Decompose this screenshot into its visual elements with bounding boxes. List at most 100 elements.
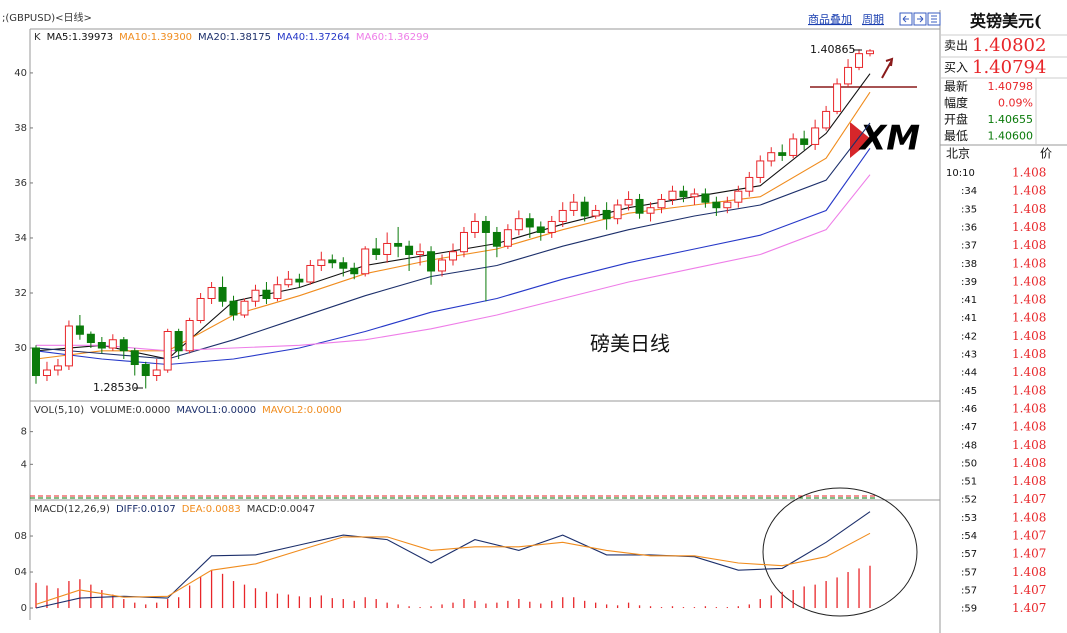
- y-tick-label: 08: [14, 531, 27, 542]
- toolbar-icons[interactable]: [899, 12, 941, 26]
- tick-price: 1.408: [1012, 256, 1046, 270]
- candle-body: [558, 209, 567, 222]
- tick-time: :44: [961, 368, 977, 379]
- candle-body: [163, 331, 172, 371]
- legend-entry: MA40:1.37264: [277, 32, 350, 43]
- price-annotation: 1.28530: [93, 381, 139, 394]
- candle-body: [53, 365, 62, 371]
- candle-body: [459, 231, 468, 253]
- legend-entry: MA60:1.36299: [356, 32, 429, 43]
- tick-price: 1.408: [1012, 311, 1046, 325]
- candle-body: [372, 248, 381, 255]
- candle-body: [251, 289, 260, 302]
- tick-time: 10:10: [946, 168, 975, 179]
- legend-entry: MA5:1.39973: [47, 32, 114, 43]
- candle-body: [42, 369, 51, 377]
- y-tick-label: 34: [14, 233, 27, 244]
- tick-price: 1.408: [1012, 202, 1046, 216]
- tick-time: :51: [961, 477, 977, 488]
- legend-entry: MACD(12,26,9): [34, 504, 110, 515]
- legend-entry: MAVOL2:0.0000: [262, 405, 342, 416]
- stat-value: 1.40655: [988, 113, 1034, 126]
- candle-body: [492, 231, 501, 247]
- tick-time: :54: [961, 531, 977, 542]
- candle-body: [32, 347, 40, 377]
- tick-time: :59: [961, 604, 977, 615]
- legend-entry: MA20:1.38175: [198, 32, 271, 43]
- y-tick-label: 32: [14, 288, 27, 299]
- tick-time: :48: [961, 440, 977, 451]
- tick-price: 1.407: [1012, 601, 1046, 615]
- legend-entry: VOLUME:0.0000: [90, 405, 170, 416]
- y-tick-label: 36: [14, 178, 27, 189]
- y-tick-label: 04: [14, 567, 27, 578]
- candle-body: [383, 242, 392, 255]
- candle-body: [416, 251, 425, 255]
- candle-body: [602, 209, 611, 220]
- ticks-header: 价: [1040, 147, 1052, 161]
- candle-body: [503, 229, 512, 247]
- tick-price: 1.407: [1012, 583, 1046, 597]
- candle-body: [470, 220, 479, 233]
- candle-body: [141, 364, 150, 377]
- tick-price: 1.408: [1012, 474, 1046, 488]
- tick-time: :35: [961, 204, 977, 215]
- candle-body: [514, 218, 523, 231]
- panel-title: 英镑美元(: [969, 12, 1042, 31]
- candle-body: [481, 220, 490, 233]
- y-tick-label: 40: [14, 68, 27, 79]
- candle-body: [75, 325, 84, 335]
- y-tick-label: 38: [14, 123, 27, 134]
- candle-body: [745, 176, 754, 192]
- quote-value: 1.40794: [972, 57, 1046, 78]
- legend-entry: MAVOL1:0.0000: [176, 405, 256, 416]
- toolbar-link[interactable]: 周期: [862, 13, 884, 26]
- tick-price: 1.408: [1012, 184, 1046, 198]
- tick-price: 1.408: [1012, 510, 1046, 524]
- tick-time: :39: [961, 277, 977, 288]
- legend-entry: VOL(5,10): [34, 405, 84, 416]
- candle-body: [339, 262, 348, 269]
- tick-time: :41: [961, 313, 977, 324]
- tick-price: 1.408: [1012, 565, 1046, 579]
- candle-body: [350, 267, 359, 275]
- candle-body: [64, 325, 73, 367]
- candle-body: [712, 201, 721, 209]
- candle-body: [679, 190, 688, 198]
- candle-body: [591, 209, 600, 217]
- candle-body: [306, 264, 315, 283]
- candle-body: [778, 152, 787, 156]
- candle-body: [723, 201, 732, 209]
- symbol-title: ;(GBPUSD)<日线>: [2, 11, 92, 24]
- candle-body: [97, 342, 106, 349]
- tick-price: 1.408: [1012, 420, 1046, 434]
- candle-body: [811, 127, 820, 145]
- candle-body: [833, 83, 842, 112]
- candle-body: [635, 198, 644, 214]
- candle-body: [646, 207, 655, 214]
- y-tick-label: 0: [21, 603, 27, 614]
- candle-body: [569, 201, 578, 211]
- tick-time: :36: [961, 222, 977, 233]
- tick-time: :43: [961, 350, 977, 361]
- tick-time: :42: [961, 331, 977, 342]
- candle-body: [218, 286, 227, 302]
- candle-body: [767, 152, 776, 162]
- legend-entry: DIFF:0.0107: [116, 504, 176, 515]
- candle-body: [130, 350, 139, 366]
- tick-price: 1.408: [1012, 383, 1046, 397]
- indicator-line: [35, 511, 871, 609]
- toolbar-link[interactable]: 商品叠加: [808, 12, 852, 26]
- candle-body: [262, 289, 271, 299]
- candle-body: [800, 138, 809, 145]
- legend-entry: MA10:1.39300: [119, 32, 192, 43]
- candle-body: [207, 286, 216, 299]
- stat-value: 1.40798: [988, 80, 1034, 93]
- tick-price: 1.408: [1012, 293, 1046, 307]
- tick-time: :37: [961, 241, 977, 252]
- y-tick-label: 8: [21, 427, 27, 438]
- highlight-circle: [762, 487, 918, 617]
- candle-body: [240, 300, 249, 316]
- ticks-header: 北京: [946, 147, 970, 161]
